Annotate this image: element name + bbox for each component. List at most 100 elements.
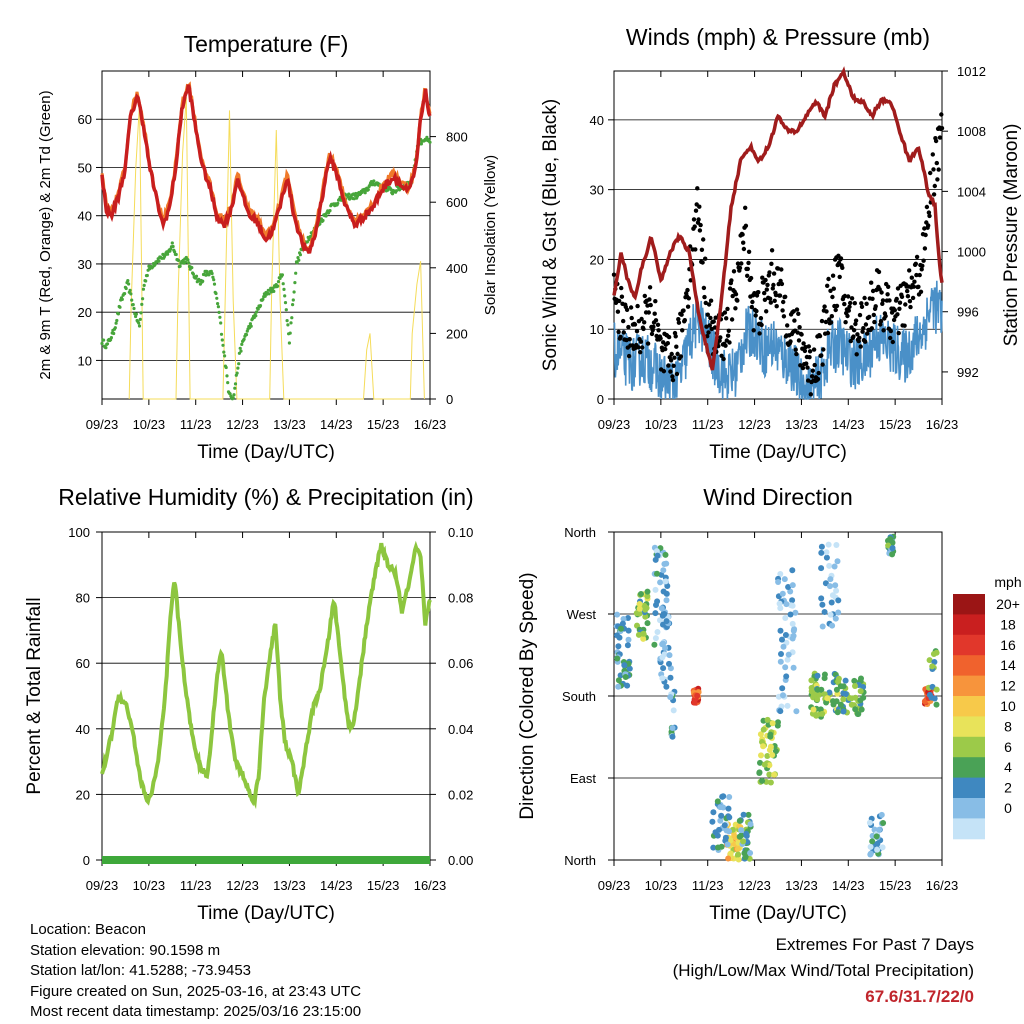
gust-point [851, 334, 856, 339]
gust-point [666, 334, 672, 340]
dewpoint-point [174, 252, 178, 257]
gust-point [745, 266, 750, 272]
gust-point [830, 273, 836, 278]
direction-point [633, 610, 640, 617]
gust-point [797, 325, 802, 330]
x-tick-label: 16/23 [926, 417, 959, 432]
x-tick-label: 15/23 [879, 878, 912, 893]
dewpoint-point [127, 282, 131, 286]
gust-point [830, 294, 835, 300]
gust-point [894, 296, 899, 302]
x-tick-label: 15/23 [367, 878, 400, 893]
direction-point [777, 571, 784, 577]
x-axis-label: Time (Day/UTC) [709, 903, 847, 924]
gust-point [767, 296, 773, 301]
dewpoint-point [286, 323, 290, 327]
gust-point [615, 309, 621, 314]
gust-point [857, 312, 863, 318]
x-tick-label: 10/23 [645, 417, 678, 432]
gust-point [628, 305, 634, 310]
recent-text: Most recent data timestamp: 2025/03/16 2… [30, 1003, 362, 1020]
gust-point [781, 314, 787, 319]
gust-point [741, 240, 746, 245]
y-tick-label: East [570, 771, 596, 786]
gust-point [859, 301, 864, 306]
dewpoint-point [271, 286, 275, 290]
dewpoint-point [355, 194, 359, 198]
x-tick-label: 12/23 [226, 878, 259, 893]
direction-point [723, 827, 730, 834]
direction-point [785, 584, 792, 590]
direction-point [718, 812, 725, 819]
direction-point [747, 821, 754, 828]
direction-point [766, 771, 773, 778]
dewpoint-point [210, 271, 214, 276]
gust-point [729, 317, 735, 322]
gust-point [910, 295, 916, 301]
gust-point [895, 312, 900, 317]
gust-point [678, 354, 684, 359]
gust-point [855, 332, 860, 337]
direction-point [664, 583, 671, 589]
gust-point [931, 192, 937, 197]
dewpoint-point [220, 338, 224, 342]
gust-point [857, 335, 862, 340]
gust-point [794, 307, 800, 312]
dewpoint-point [237, 362, 241, 366]
gust-point [862, 295, 867, 301]
dewpoint-point [116, 312, 120, 316]
gust-point [764, 287, 769, 292]
gust-point [801, 341, 806, 346]
dewpoint-point [113, 326, 117, 330]
dewpoint-point [321, 218, 325, 223]
gust-point [701, 237, 706, 242]
gust-point [914, 254, 920, 260]
gust-point [939, 112, 944, 117]
y-tick-label: 0 [83, 853, 90, 868]
dewpoint-point [130, 298, 134, 302]
direction-point [694, 692, 701, 699]
x-tick-label: 16/23 [414, 417, 447, 432]
x-tick-label: 11/23 [692, 417, 724, 432]
direction-point [823, 549, 830, 556]
direction-point [670, 707, 677, 714]
gust-point [673, 334, 678, 339]
colorbar-title: mph [994, 574, 1021, 590]
dewpoint-point [137, 324, 142, 328]
direction-point [738, 827, 745, 834]
direction-point [662, 551, 669, 558]
direction-point [933, 701, 940, 708]
gust-point [774, 304, 779, 309]
dewpoint-point [289, 321, 293, 325]
gust-point [869, 280, 874, 285]
gust-point [632, 322, 638, 327]
colorbar-label: 20+ [996, 596, 1020, 612]
dewpoint-point [288, 331, 292, 335]
direction-point [621, 662, 628, 669]
gust-point [883, 313, 888, 319]
gust-point [670, 377, 676, 383]
dewpoint-point [118, 305, 122, 309]
y-tick-label: 20 [76, 787, 90, 802]
gust-point [776, 281, 781, 287]
dewpoint-point [272, 289, 276, 293]
direction-point [777, 627, 784, 634]
direction-point [885, 542, 892, 549]
dewpoint-point [178, 264, 182, 268]
gust-point [611, 272, 617, 277]
dewpoint-point [166, 252, 170, 256]
gust-point [837, 274, 842, 280]
direction-point [866, 819, 873, 826]
direction-point [760, 726, 767, 733]
dewpoint-point [211, 275, 215, 279]
gust-point [793, 347, 798, 352]
direction-point [889, 551, 896, 558]
gust-point [808, 392, 813, 397]
direction-point [852, 683, 858, 689]
gust-point [731, 269, 737, 274]
direction-point [731, 833, 738, 840]
direction-point [667, 674, 674, 681]
gust-point [788, 339, 793, 344]
gust-point [928, 170, 933, 176]
dewpoint-point [132, 306, 136, 311]
